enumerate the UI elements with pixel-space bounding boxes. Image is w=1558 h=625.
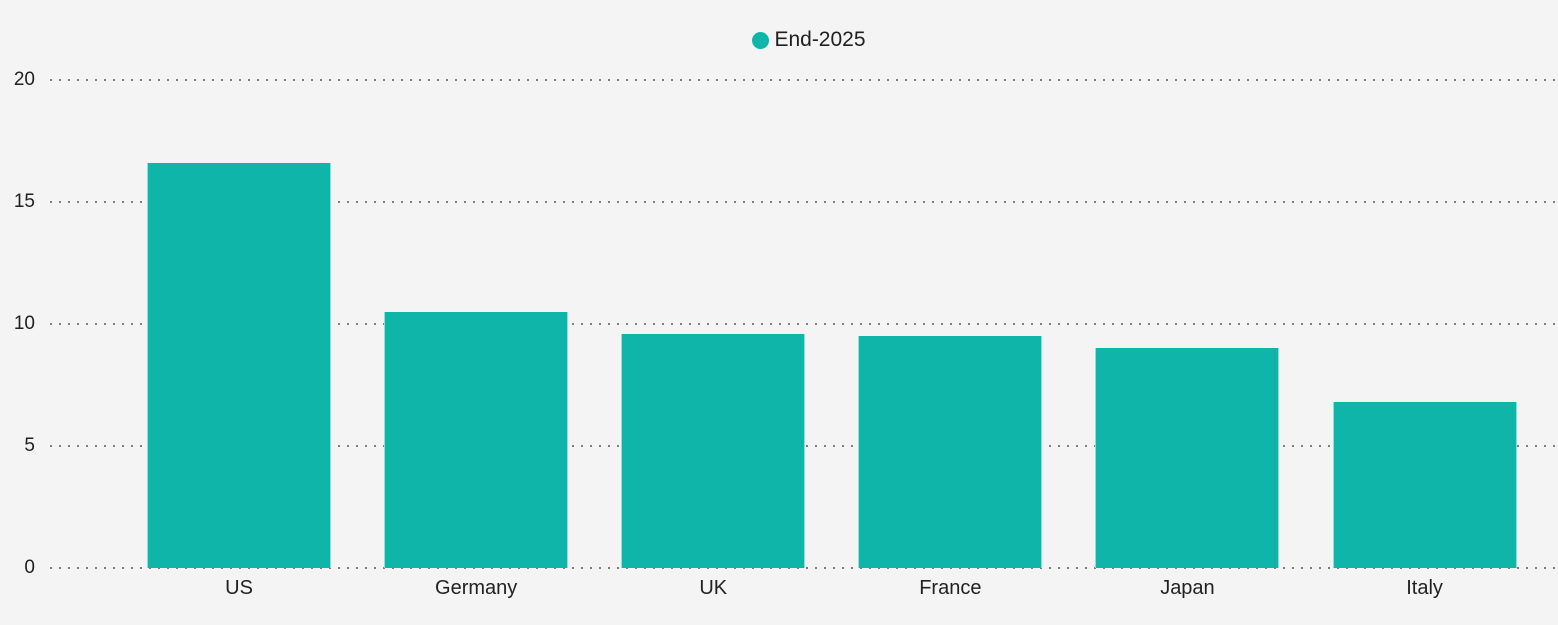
y-axis-tick-label: 20 — [13, 68, 35, 90]
x-axis-category-label: Japan — [1160, 577, 1215, 599]
x-axis-category-label: Italy — [1406, 577, 1443, 599]
gridline — [50, 78, 1558, 81]
x-axis-category-label: Germany — [435, 577, 518, 599]
bar-germany[interactable] — [384, 311, 569, 568]
bar-france[interactable] — [858, 335, 1043, 568]
legend-marker-icon — [752, 31, 770, 49]
x-axis-category-label: US — [225, 577, 253, 599]
y-axis-tick-label: 10 — [13, 312, 35, 334]
bar-uk[interactable] — [621, 333, 806, 568]
bar-us[interactable] — [147, 162, 332, 568]
y-axis-tick-label: 5 — [24, 434, 35, 456]
bar-italy[interactable] — [1332, 401, 1517, 568]
gridline — [50, 322, 1558, 325]
x-axis-category-label: UK — [699, 577, 728, 599]
y-axis-tick-label: 15 — [13, 190, 35, 212]
x-axis-category-label: France — [919, 577, 982, 599]
gridline — [50, 567, 1558, 569]
legend[interactable]: End-2025 — [30, 28, 1558, 52]
legend-label: End-2025 — [774, 28, 866, 51]
y-axis-tick-label: 0 — [24, 557, 35, 578]
bar-japan[interactable] — [1095, 348, 1280, 568]
gridline — [50, 200, 1558, 203]
